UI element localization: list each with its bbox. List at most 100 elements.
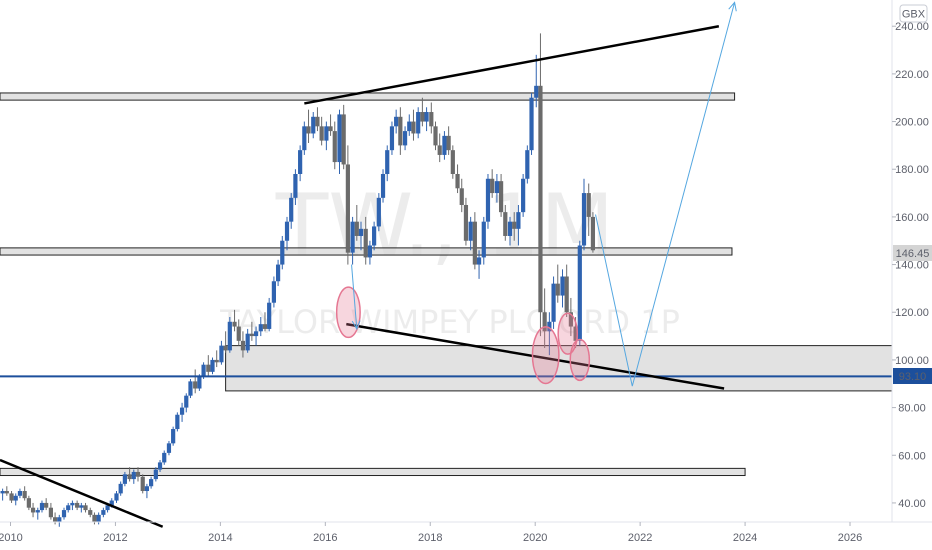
candle-body-8 <box>35 510 40 513</box>
candle-122 <box>534 54 539 108</box>
candle-body-22 <box>96 514 101 522</box>
candle-body-53 <box>232 321 237 327</box>
candle-body-128 <box>560 276 565 296</box>
candle-74 <box>324 121 329 151</box>
candle-128 <box>560 269 565 308</box>
candle-101 <box>442 131 447 160</box>
time-tick-label-6: 2022 <box>628 532 652 544</box>
candle-body-79 <box>345 164 350 253</box>
candle-body-23 <box>101 510 106 515</box>
candle-body-59 <box>258 324 263 332</box>
candle-body-61 <box>267 302 272 329</box>
candle-61 <box>267 297 272 332</box>
candle-body-19 <box>83 505 88 511</box>
candle-body-44 <box>193 381 198 389</box>
candle-body-125 <box>547 321 552 332</box>
candle-2 <box>9 491 14 503</box>
price-tick-label-3: 100.00 <box>895 355 929 367</box>
candle-10 <box>44 498 49 511</box>
highlight-circle-0 <box>335 286 361 339</box>
candle-7 <box>30 502 36 518</box>
highlight-circle-1 <box>531 326 560 385</box>
candle-body-70 <box>306 126 311 134</box>
zone-3 <box>0 467 746 477</box>
candle-body-102 <box>446 135 451 151</box>
candle-43 <box>188 378 193 399</box>
candle-body-32 <box>140 476 145 492</box>
candle-17 <box>75 500 80 511</box>
candle-16 <box>70 500 75 511</box>
candle-body-25 <box>109 500 114 506</box>
price-tick-label-8: 200.00 <box>895 117 929 129</box>
line-price-label: 93.10 <box>899 371 927 383</box>
candle-29 <box>127 467 132 482</box>
candle-body-31 <box>135 471 141 477</box>
candle-body-58 <box>253 331 259 337</box>
candle-15 <box>66 502 71 513</box>
candle-50 <box>219 340 224 365</box>
candle-54 <box>236 319 241 346</box>
candle-95 <box>416 107 421 139</box>
candle-27 <box>118 481 123 496</box>
candle-body-1 <box>4 491 9 494</box>
candle-body-52 <box>227 321 232 351</box>
candle-body-56 <box>245 333 250 351</box>
candle-99 <box>433 121 438 151</box>
zone-0 <box>0 92 736 101</box>
candle-77 <box>337 109 342 174</box>
candle-body-133 <box>581 193 587 246</box>
candle-body-121 <box>529 97 534 151</box>
candle-52 <box>227 317 232 353</box>
candle-body-91 <box>398 116 403 146</box>
candle-body-30 <box>131 471 136 480</box>
candle-86 <box>376 193 381 232</box>
candle-body-126 <box>551 283 556 322</box>
candle-78 <box>341 104 346 170</box>
candle-67 <box>293 169 298 205</box>
candle-133 <box>581 178 587 251</box>
candle-8 <box>35 507 40 520</box>
candle-89 <box>389 121 395 155</box>
candle-body-3 <box>13 495 18 501</box>
candle-body-81 <box>354 221 359 236</box>
candle-body-10 <box>44 502 49 508</box>
candle-body-114 <box>498 181 504 213</box>
highlight-circle-2 <box>557 312 579 355</box>
candle-body-83 <box>363 228 368 258</box>
candle-34 <box>149 476 154 489</box>
price-axis: 40.00 60.00 80.00 100.00 120.00 140.00 160.00 1… <box>892 21 929 510</box>
time-axis: 2010 2012 2014 2016 2018 2020 2022 2024 2026 <box>0 522 862 544</box>
small-arrowhead <box>351 320 361 331</box>
last-price-label-bg <box>893 245 932 261</box>
candle-body-118 <box>516 212 521 229</box>
candle-116 <box>507 216 513 246</box>
candle-21 <box>92 512 97 525</box>
candle-body-11 <box>48 507 53 518</box>
candle-body-112 <box>490 178 495 194</box>
candle-body-111 <box>485 178 491 222</box>
candle-body-110 <box>481 221 486 258</box>
candle-97 <box>424 107 429 132</box>
candle-47 <box>206 355 211 377</box>
candle-104 <box>455 164 460 194</box>
candle-body-119 <box>521 178 526 213</box>
candle-body-98 <box>429 112 434 127</box>
candle-body-13 <box>57 517 62 522</box>
candle-132 <box>577 240 582 346</box>
candle-81 <box>354 204 359 241</box>
price-tick-label-7: 180.00 <box>895 164 929 176</box>
candle-114 <box>498 174 504 217</box>
candle-body-92 <box>402 131 408 146</box>
candle-body-101 <box>442 135 447 155</box>
candle-111 <box>485 174 491 229</box>
candle-5 <box>22 486 27 501</box>
price-tick-label-2: 80.00 <box>898 403 926 415</box>
candle-28 <box>122 471 127 487</box>
candle-41 <box>179 402 185 422</box>
candle-body-51 <box>223 345 228 351</box>
candle-body-134 <box>586 193 591 217</box>
candle-55 <box>240 331 246 358</box>
candle-body-50 <box>219 345 224 363</box>
candle-59 <box>258 317 263 337</box>
